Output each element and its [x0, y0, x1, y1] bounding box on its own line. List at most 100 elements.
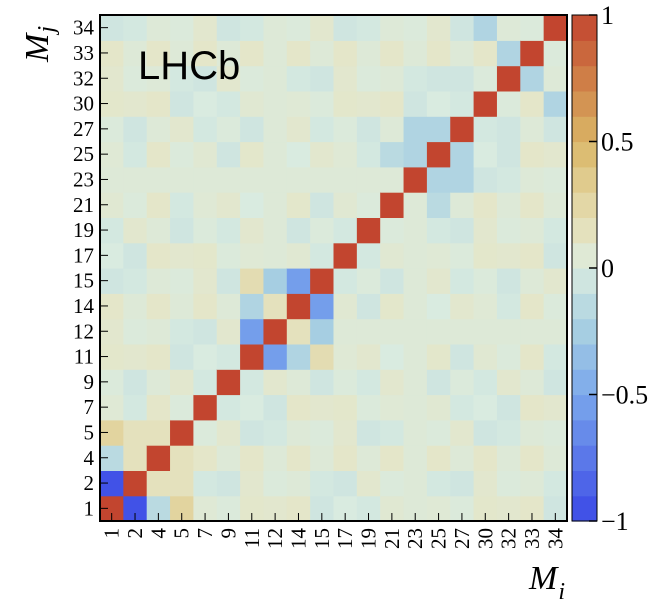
heatmap-cell — [426, 40, 451, 67]
heatmap-cell — [123, 90, 148, 117]
heatmap-cell — [403, 369, 428, 396]
heatmap-cell — [146, 419, 171, 446]
heatmap-cell — [473, 40, 498, 67]
x-tick-label: 5 — [170, 528, 194, 539]
heatmap-cell — [473, 217, 498, 244]
heatmap-cell — [520, 15, 545, 41]
heatmap-cell — [356, 65, 381, 92]
heatmap-cell — [520, 166, 545, 193]
heatmap-cell — [263, 495, 288, 522]
heatmap-cell — [543, 166, 568, 193]
heatmap-cell — [473, 166, 498, 193]
heatmap-cell — [356, 242, 381, 269]
heatmap-cell — [403, 217, 428, 244]
heatmap-cell — [520, 192, 545, 218]
x-tick-label: 32 — [497, 528, 521, 549]
heatmap-cell — [193, 369, 218, 396]
heatmap-cell — [310, 242, 335, 269]
heatmap-cell — [100, 369, 124, 396]
heatmap-cell — [216, 419, 241, 446]
heatmap-cell — [216, 470, 241, 497]
heatmap-cell — [426, 394, 451, 421]
heatmap-cell — [403, 394, 428, 421]
heatmap-cell — [356, 15, 381, 41]
heatmap-cell — [310, 15, 335, 41]
heatmap-cell — [193, 40, 218, 67]
heatmap-cell — [333, 495, 358, 522]
heatmap-cell — [100, 445, 124, 471]
heatmap-cell — [403, 293, 428, 320]
heatmap-cell — [543, 141, 568, 168]
heatmap-cell — [520, 369, 545, 396]
y-tick-label: 32 — [73, 66, 94, 90]
heatmap-cell — [170, 445, 194, 471]
x-tick-label: 4 — [146, 528, 170, 539]
heatmap-cell — [380, 90, 405, 117]
heatmap-cell — [193, 141, 218, 168]
heatmap-cell — [473, 445, 498, 471]
heatmap-cell — [520, 394, 545, 421]
heatmap-cell — [496, 217, 521, 244]
y-tick-label: 17 — [73, 243, 94, 267]
heatmap-cell — [450, 141, 475, 168]
heatmap-cell — [240, 495, 265, 522]
heatmap-cell — [286, 141, 311, 168]
heatmap-cell — [310, 394, 335, 421]
heatmap-cell — [426, 116, 451, 143]
heatmap-cell — [193, 343, 218, 370]
heatmap-cell — [123, 445, 148, 471]
colorbar-bin — [572, 166, 597, 193]
x-tick-label: 15 — [310, 528, 334, 549]
heatmap-cell — [450, 15, 475, 41]
heatmap-cell — [380, 445, 405, 471]
heatmap-cell — [216, 90, 241, 117]
y-tick-label: 11 — [74, 345, 94, 369]
colorbar-bin — [572, 116, 597, 143]
heatmap-cell — [286, 318, 311, 345]
heatmap-cell — [286, 369, 311, 396]
heatmap-cell — [473, 394, 498, 421]
y-tick-label: 12 — [73, 319, 94, 343]
heatmap-cell — [333, 90, 358, 117]
heatmap-cell — [216, 318, 241, 345]
colorbar-tick-labels: 1 0.5 0 −0.5 −1 — [589, 1, 648, 536]
heatmap-cell — [100, 15, 124, 41]
x-tick-label: 1 — [100, 528, 124, 539]
heatmap-cell — [380, 192, 405, 218]
heatmap-cell — [216, 65, 241, 92]
heatmap-cell — [216, 141, 241, 168]
heatmap-cell — [146, 293, 171, 320]
heatmap-cell — [286, 470, 311, 497]
heatmap-cell — [496, 268, 521, 294]
heatmap-cell — [473, 192, 498, 218]
heatmap-cell — [520, 217, 545, 244]
heatmap-cell — [543, 445, 568, 471]
heatmap-cell — [356, 369, 381, 396]
heatmap-cell — [450, 90, 475, 117]
heatmap-cell — [333, 268, 358, 294]
heatmap-cell — [520, 65, 545, 92]
heatmap-cell — [263, 65, 288, 92]
y-tick-label: 4 — [84, 446, 95, 470]
heatmap-cell — [100, 318, 124, 345]
heatmap-cell — [263, 470, 288, 497]
heatmap-cell — [426, 470, 451, 497]
heatmap-cell — [543, 242, 568, 269]
heatmap-cell — [286, 268, 311, 294]
heatmap-cell — [473, 343, 498, 370]
heatmap-cell — [263, 369, 288, 396]
x-tick-label: 9 — [216, 528, 240, 539]
heatmap-cell — [310, 445, 335, 471]
heatmap-cell — [333, 419, 358, 446]
heatmap-cell — [543, 293, 568, 320]
heatmap-cell — [240, 15, 265, 41]
heatmap-cell — [193, 394, 218, 421]
heatmap-cell — [170, 470, 194, 497]
heatmap-cell — [170, 495, 194, 522]
heatmap-cell — [426, 192, 451, 218]
colorbar-bin — [572, 495, 597, 522]
heatmap-cell — [380, 166, 405, 193]
heatmap-cell — [520, 116, 545, 143]
heatmap-cell — [473, 65, 498, 92]
